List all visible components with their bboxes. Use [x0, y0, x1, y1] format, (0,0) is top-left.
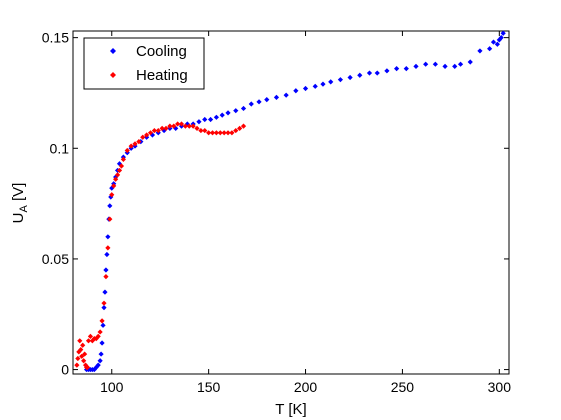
y-axis-label-unit: [V]	[10, 183, 27, 206]
x-tick-label: 200	[294, 379, 318, 395]
legend: Cooling Heating	[84, 38, 204, 89]
y-tick-label: 0.1	[50, 140, 70, 156]
x-tick-label: 300	[488, 379, 512, 395]
x-tick-label: 250	[391, 379, 415, 395]
x-axis-label: T [K]	[275, 401, 306, 418]
y-tick-label: 0	[61, 362, 69, 378]
y-axis-label: UA [V]	[10, 183, 30, 224]
legend-label-heating: Heating	[136, 67, 188, 84]
y-axis-label-main: U	[10, 213, 27, 224]
y-tick-label: 0.05	[42, 251, 69, 267]
x-tick-label: 150	[197, 379, 221, 395]
y-tick-label: 0.15	[42, 30, 69, 46]
x-tick-label: 100	[100, 379, 124, 395]
legend-label-cooling: Cooling	[136, 43, 187, 60]
